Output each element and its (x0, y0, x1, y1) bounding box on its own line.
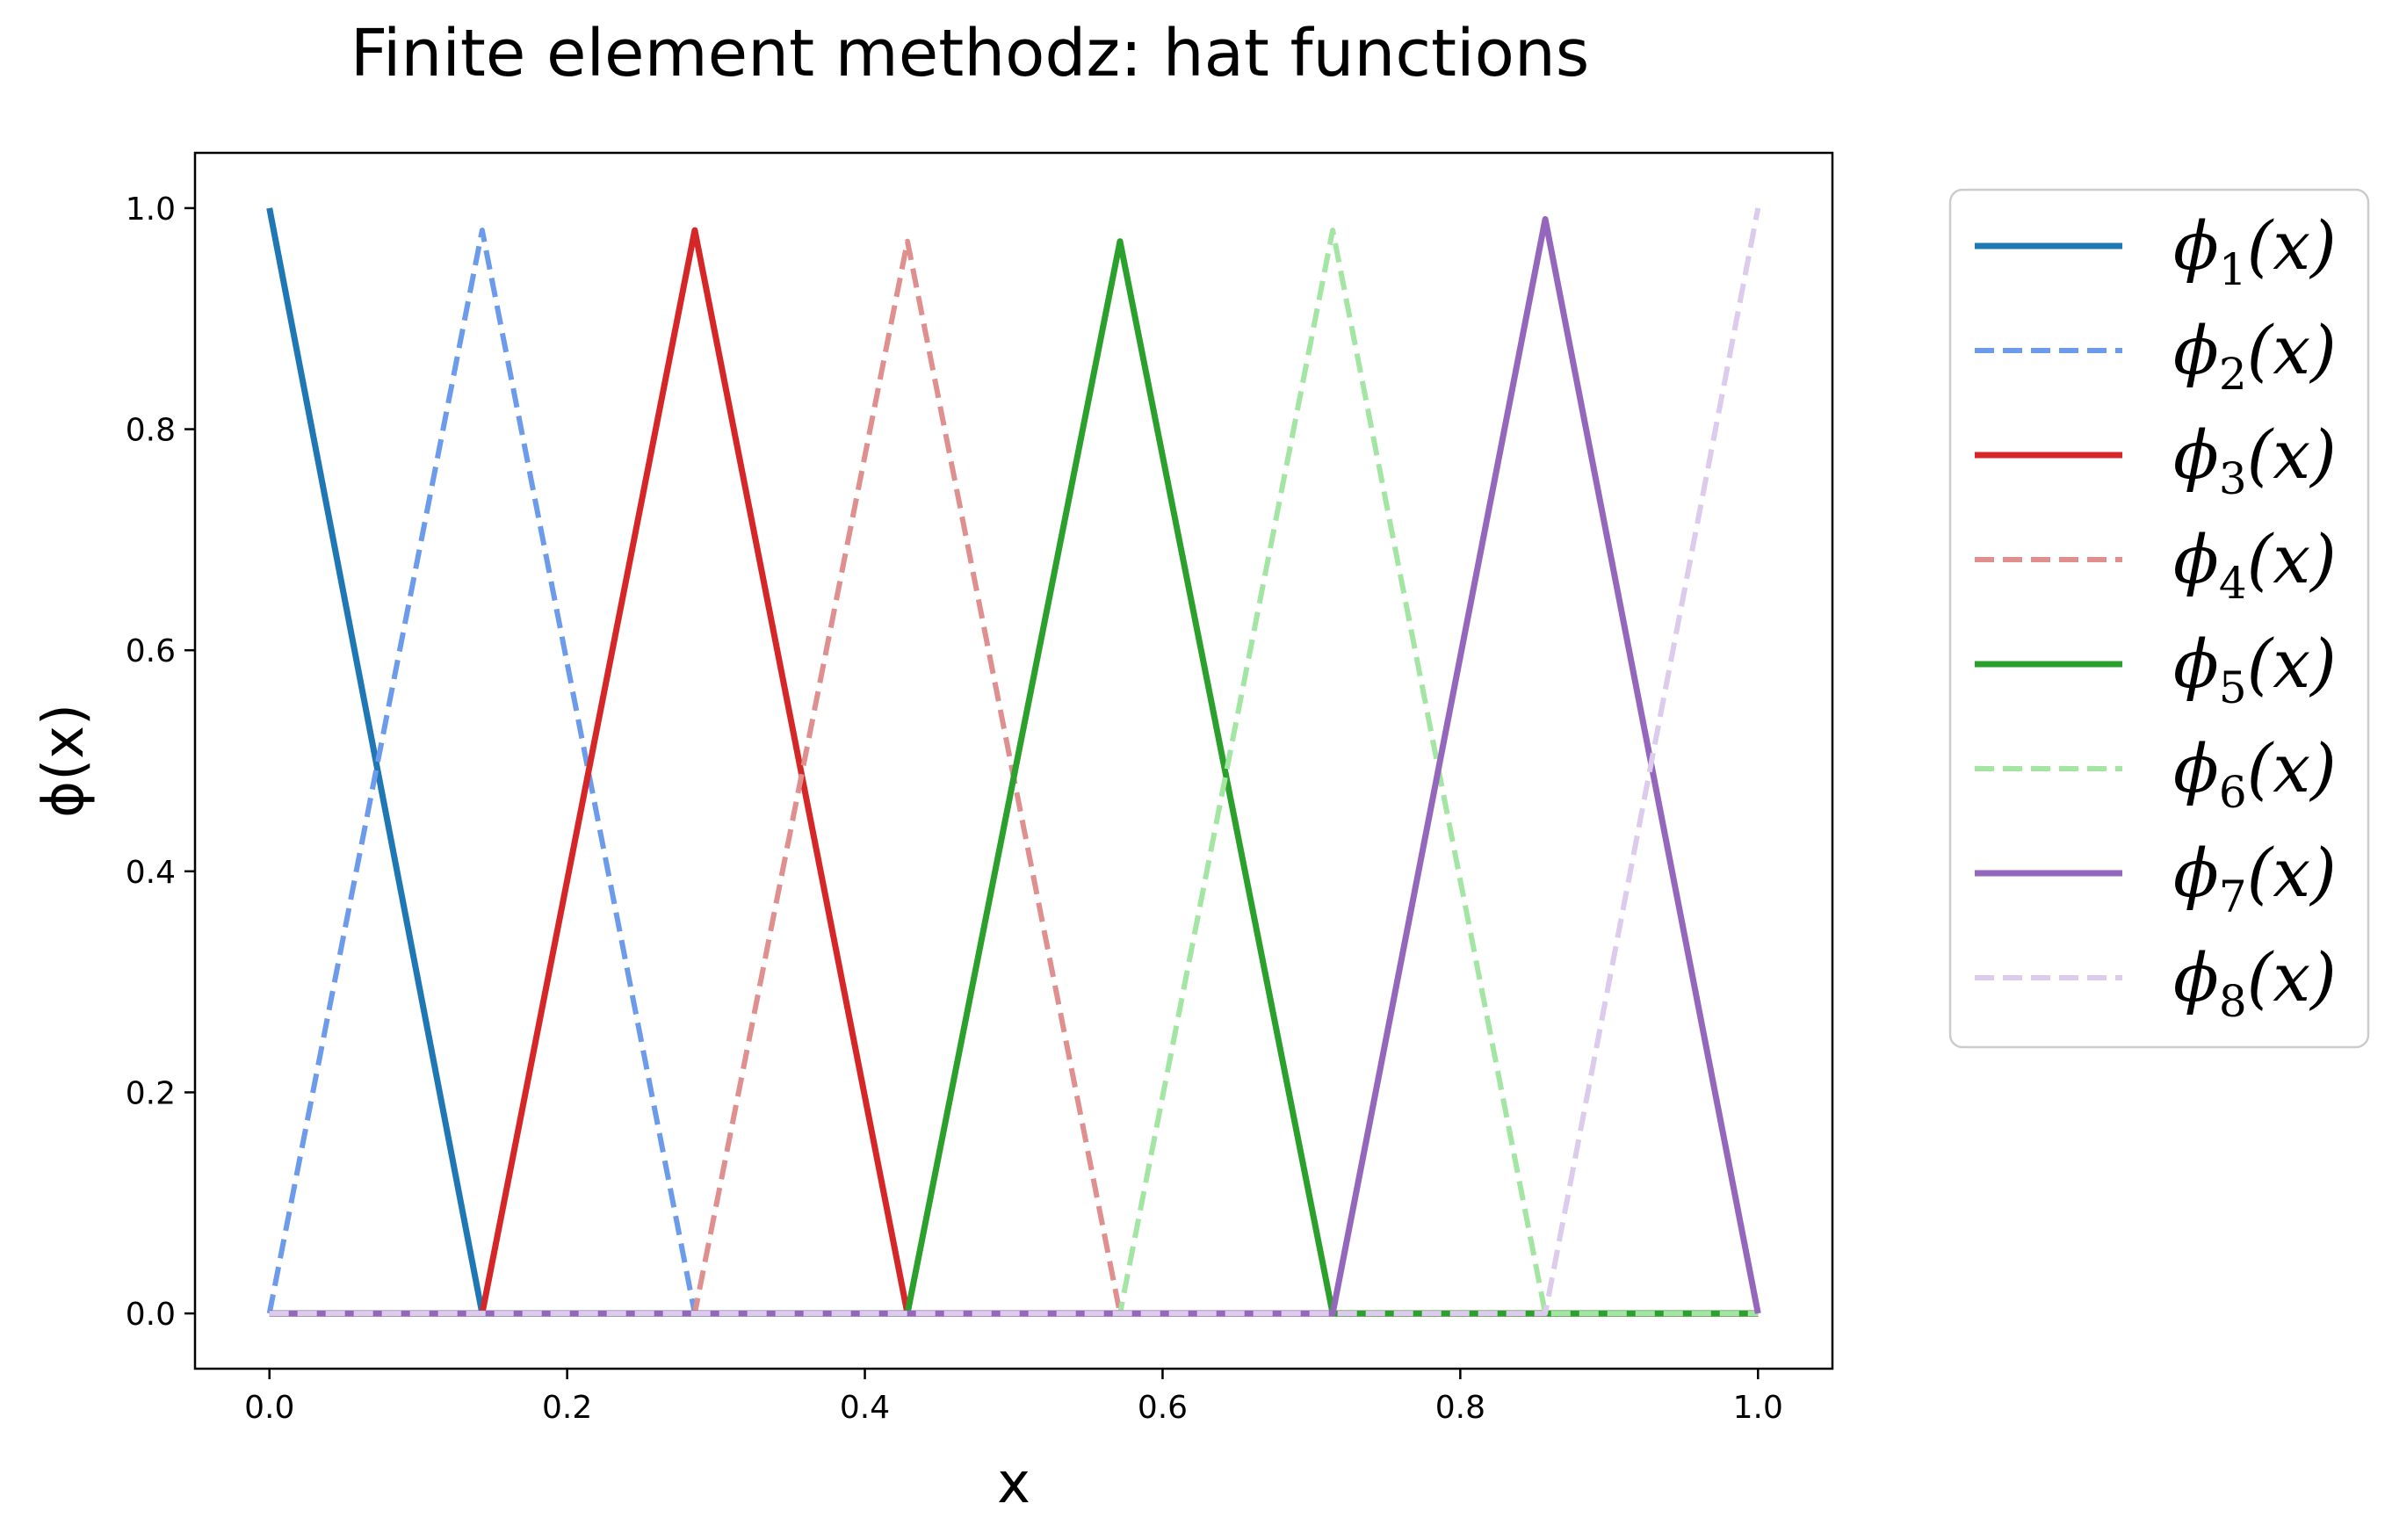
y-axis-label: ϕ(x) (32, 704, 97, 818)
y-tick-label: 0.0 (126, 1297, 176, 1333)
plot-area (266, 207, 1761, 1317)
legend-label-8: ϕ8(x) (2173, 938, 2337, 1027)
x-axis-ticks: 0.0 0.2 0.4 0.6 0.8 1.0 (244, 1369, 1783, 1426)
legend-label-5: ϕ5(x) (2173, 625, 2337, 713)
x-tick-label: 0.8 (1435, 1390, 1485, 1426)
y-tick-label: 0.8 (126, 413, 176, 449)
legend-label-7: ϕ7(x) (2173, 834, 2337, 922)
plot-frame (193, 151, 1834, 1370)
x-tick-label: 0.0 (244, 1390, 294, 1426)
series-line-1 (266, 207, 1759, 1317)
y-tick-label: 0.4 (126, 855, 176, 891)
x-tick-label: 0.6 (1138, 1390, 1188, 1426)
y-tick-label: 0.6 (126, 633, 176, 669)
series-line-5 (269, 238, 1759, 1317)
legend-label-2: ϕ2(x) (2173, 311, 2337, 400)
y-tick-label: 1.0 (126, 192, 176, 228)
series-line-8 (269, 207, 1761, 1317)
chart-title: Finite element methodz: hat functions (350, 16, 1590, 91)
legend-frame (1948, 188, 2370, 1049)
legend: ϕ1(x) ϕ2(x) ϕ3(x) ϕ4(x) ϕ5(x) ϕ6(x) ϕ7(x) ϕ8(x) (1948, 188, 2370, 1049)
x-axis-label: x (997, 1451, 1030, 1516)
legend-label-6: ϕ6(x) (2173, 729, 2337, 818)
x-tick-label: 0.2 (542, 1390, 592, 1426)
x-tick-label: 0.4 (840, 1390, 890, 1426)
y-tick-label: 0.2 (126, 1075, 176, 1111)
y-axis-ticks: 0.0 0.2 0.4 0.6 0.8 1.0 (126, 192, 195, 1333)
x-tick-label: 1.0 (1733, 1390, 1783, 1426)
legend-label-4: ϕ4(x) (2173, 520, 2337, 609)
legend-label-3: ϕ3(x) (2173, 416, 2337, 504)
legend-label-1: ϕ1(x) (2173, 206, 2337, 295)
